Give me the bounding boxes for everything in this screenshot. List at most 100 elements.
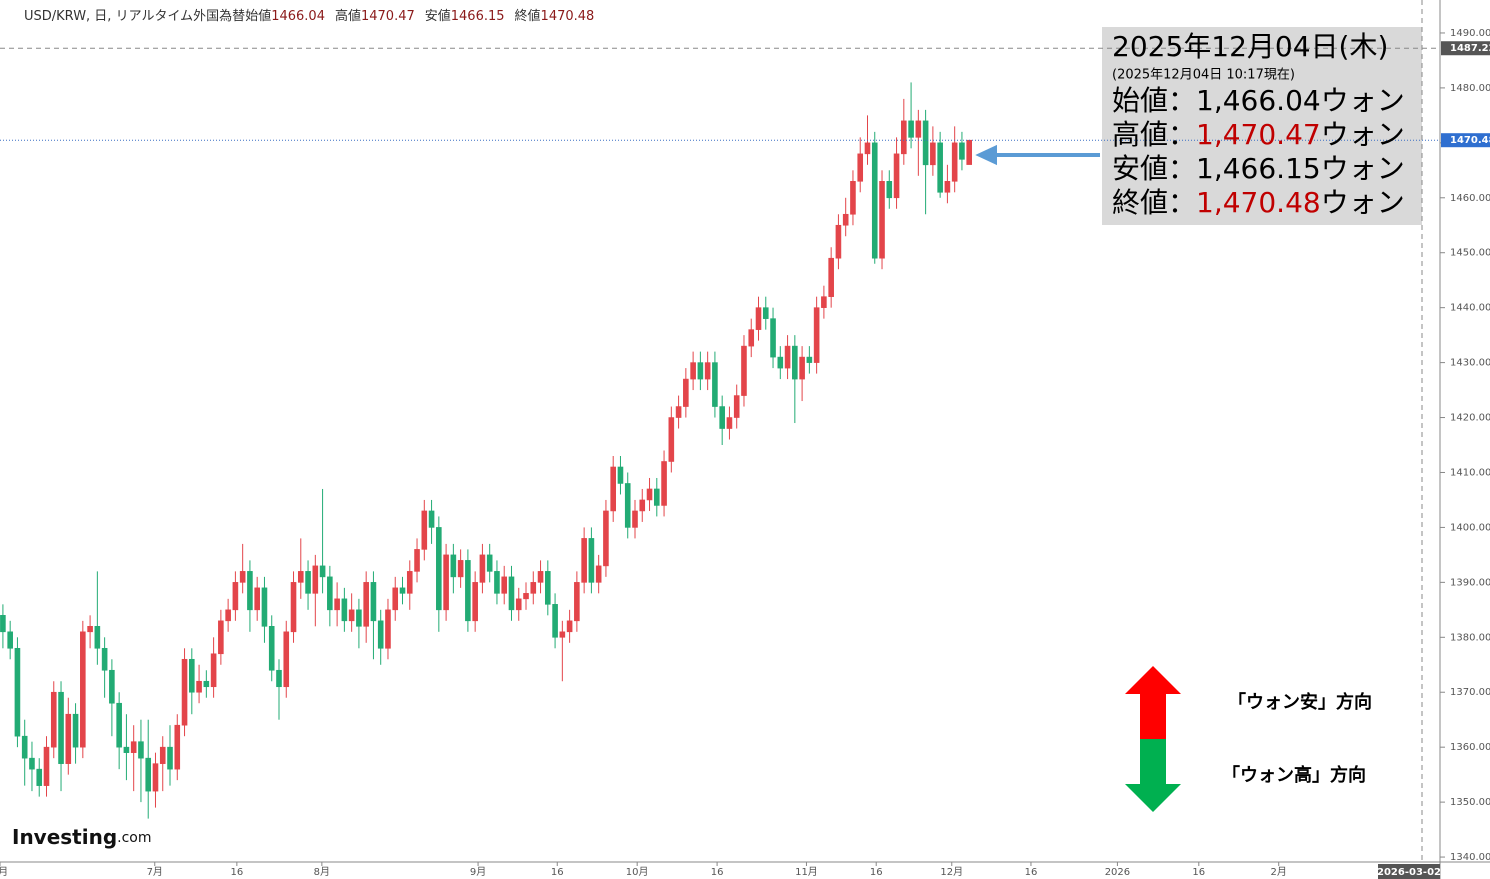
candle-body (552, 604, 558, 638)
candle-body (348, 609, 355, 622)
candle-body (50, 691, 57, 748)
candle-body (65, 713, 72, 764)
candle-body (944, 181, 951, 193)
candle-body (850, 181, 856, 215)
info-row-label: 終値： (1112, 186, 1196, 219)
candle-body (922, 120, 929, 166)
candle-body (537, 571, 544, 583)
candle-body (828, 257, 834, 297)
candle-body (341, 598, 348, 622)
candle-body (959, 142, 965, 160)
candle-body (661, 461, 667, 506)
candle-body (254, 587, 260, 611)
info-row-value: 1,466.04 (1196, 84, 1321, 117)
candle-body (697, 362, 704, 380)
x-tick-label: 16 (1025, 867, 1038, 878)
crosshair-x-label: 2026-03-02 (1377, 867, 1441, 878)
candle-body (755, 307, 762, 330)
candle-body (218, 620, 224, 655)
x-tick-label: 16 (230, 867, 243, 878)
candle-body (886, 181, 893, 199)
candle-body (857, 153, 864, 182)
header-label: 始値 (245, 8, 271, 24)
info-row-label: 高値： (1112, 118, 1196, 151)
info-row-value: 1,470.47 (1196, 118, 1321, 151)
candle-body (370, 582, 377, 622)
info-row-value: 1,466.15 (1196, 152, 1321, 185)
candle-body (21, 735, 28, 759)
header: USD/KRW, 日, リアルタイム外国為替始値1466.04 高値1470.47… (24, 8, 594, 24)
candle-body (87, 626, 93, 633)
candle-body (951, 142, 958, 182)
candle-body (530, 582, 537, 594)
candle-body (203, 680, 210, 688)
candle-body (58, 691, 64, 764)
candle-body (247, 571, 253, 611)
candle-body (523, 593, 529, 600)
candle-body (842, 213, 849, 226)
candle-body (43, 746, 50, 786)
header-title: USD/KRW, 日, リアルタイム外国為替 (24, 8, 245, 24)
info-row: 安値：1,466.15ウォン (1112, 152, 1405, 185)
candle-body (733, 395, 740, 418)
candle-body (712, 362, 718, 407)
candle-body (14, 647, 21, 737)
candle-body (261, 587, 268, 627)
candle-body (966, 139, 973, 165)
candle-body (225, 609, 231, 622)
candle-body (210, 653, 217, 688)
candle-body (36, 768, 43, 786)
candle-body (762, 307, 769, 319)
candle-body (276, 669, 282, 688)
candle-body (639, 499, 646, 512)
x-tick-label: 11月 (795, 866, 818, 878)
candle-body (479, 554, 486, 583)
header-value: 1470.48 (541, 9, 595, 24)
candle-body (799, 356, 805, 380)
candle-body (893, 153, 900, 199)
y-tick-label: 1360.00 (1450, 742, 1490, 753)
candle-body (363, 582, 369, 627)
candle-body (123, 746, 130, 753)
info-row: 始値：1,466.04ウォン (1112, 84, 1405, 117)
y-tick-label: 1460.00 (1450, 193, 1490, 204)
candle-body (595, 565, 602, 583)
candle-body (937, 142, 943, 193)
candle-body (72, 713, 79, 748)
candle-body (770, 318, 776, 358)
candle-body (508, 576, 515, 611)
candle-body (414, 549, 420, 572)
y-tick-label: 1480.00 (1450, 83, 1490, 94)
candle-body (617, 466, 624, 484)
candle-body (80, 631, 86, 748)
candle-body (675, 406, 682, 418)
candle-body (901, 120, 907, 155)
candle-body (196, 680, 202, 693)
candle-body (494, 571, 500, 594)
y-tick-label: 1380.00 (1450, 632, 1490, 643)
y-tick-label: 1390.00 (1450, 577, 1490, 588)
candle-body (334, 598, 340, 611)
candle-body (319, 565, 326, 578)
y-tick-label: 1420.00 (1450, 413, 1490, 424)
info-row-unit: ウォン (1321, 118, 1405, 151)
candle-body (152, 763, 159, 792)
candle-body (327, 576, 333, 611)
info-row-unit: ウォン (1321, 152, 1405, 185)
y-tick-label: 1340.00 (1450, 852, 1490, 863)
candle-body (181, 658, 188, 726)
info-row: 高値：1,470.47ウォン (1112, 118, 1405, 151)
x-tick-label: 6月 (0, 866, 8, 878)
candle-body (646, 488, 653, 501)
candle-body (632, 510, 638, 528)
header-label: 高値 (335, 8, 361, 24)
candle-body (864, 142, 871, 155)
last-price-box (1441, 133, 1490, 148)
candle-body (719, 406, 725, 429)
x-tick-label: 12月 (940, 866, 963, 878)
y-tick-label: 1410.00 (1450, 467, 1490, 478)
info-time: (2025年12月04日 10:17現在) (1112, 68, 1295, 83)
info-row-unit: ウォン (1321, 84, 1405, 117)
y-tick-label: 1440.00 (1450, 303, 1490, 314)
candle-body (603, 510, 609, 567)
